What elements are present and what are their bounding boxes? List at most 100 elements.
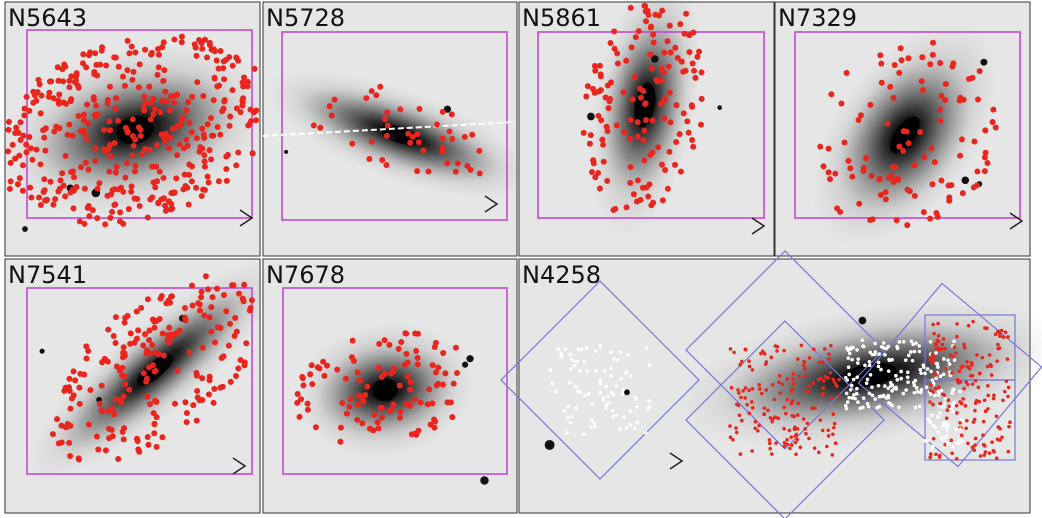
source-dot [209,294,216,301]
source-dot [76,218,83,225]
source-dot [795,413,800,417]
source-dot [405,130,412,137]
source-dot [950,445,955,449]
source-dot [796,401,800,406]
source-dot [414,168,421,175]
source-dot [452,344,459,351]
source-dot [934,452,938,457]
source-dot [105,408,112,415]
source-dot [158,131,165,138]
source-dot [913,378,918,383]
source-dot [575,359,579,364]
compass [1009,212,1024,230]
source-dot [904,186,911,193]
source-dot [999,328,1004,333]
source-dot [768,416,773,420]
source-dot [219,108,226,115]
footprint [857,282,1042,468]
star [587,112,595,121]
source-dot [610,207,617,214]
source-dot [954,403,959,408]
source-dot [152,184,159,191]
star [284,149,289,154]
source-dot [882,189,889,196]
source-dot [841,139,848,146]
source-dot [597,87,604,94]
source-dot [628,44,635,51]
source-dot [915,390,920,394]
source-dot [170,189,177,196]
source-dot [837,208,844,215]
source-dot [843,69,850,76]
source-dot [930,413,934,418]
source-dot [1003,330,1008,335]
source-dot [106,142,113,149]
source-dot [611,414,615,419]
galaxy-core [116,115,154,145]
source-dot [432,369,439,376]
source-dot [958,427,963,431]
source-dot [664,38,671,45]
source-dot [958,136,965,143]
source-dot [176,122,183,129]
source-dot [84,101,91,108]
source-dot [661,97,668,104]
source-dot [42,147,49,154]
source-dot [991,396,996,401]
source-dot [970,445,975,450]
source-dot [134,438,141,445]
star [544,439,555,450]
source-dot [694,53,701,60]
source-dot [356,377,363,384]
source-dot [940,342,945,347]
source-dot [747,388,751,393]
source-dot [747,411,752,416]
source-dot [955,411,959,415]
source-dot [81,185,88,192]
source-dot [689,136,696,143]
source-dot [582,432,586,437]
source-dot [928,145,935,152]
source-dot [68,96,75,103]
source-dot [135,327,142,334]
source-dot [952,345,957,350]
source-dot [997,346,1002,350]
source-dot [934,376,938,380]
source-dot [590,85,597,92]
source-dot [753,419,758,424]
source-dot [189,93,196,100]
source-dot [610,408,615,413]
source-dot [82,131,89,138]
source-dot [592,421,596,425]
source-dot [370,427,377,434]
source-dot [80,51,87,58]
source-dot [162,202,169,209]
source-dot [934,351,938,355]
source-dot [80,111,87,118]
source-dot [901,340,906,344]
source-dot [402,330,409,337]
source-dot [912,383,917,388]
source-dot [627,116,634,123]
source-dot [934,361,939,366]
source-dot [317,124,324,131]
source-dot [550,382,555,386]
source-dot [153,414,160,421]
source-dot [433,382,440,389]
source-dot [147,116,154,123]
source-dot [897,45,904,52]
source-dot [328,112,335,119]
source-dot [933,209,940,216]
source-dot [36,81,43,88]
source-dot [655,12,662,19]
source-dot [740,418,744,423]
source-dot [621,128,628,135]
source-dot [685,129,692,136]
source-dot [829,343,833,348]
source-dot [827,357,831,361]
source-dot [886,174,893,181]
panel-label: N7329 [778,4,857,32]
source-dot [368,138,375,145]
source-dot [946,398,951,403]
source-dot [974,168,981,175]
